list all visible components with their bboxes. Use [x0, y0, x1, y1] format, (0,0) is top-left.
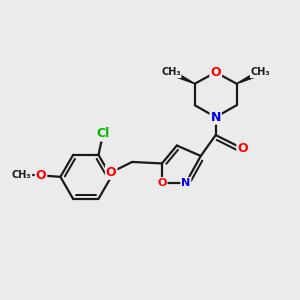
Text: CH₃: CH₃: [12, 170, 32, 180]
Text: CH₃: CH₃: [251, 68, 270, 77]
Text: O: O: [157, 178, 167, 188]
Polygon shape: [237, 70, 262, 84]
Text: Cl: Cl: [96, 128, 110, 140]
Text: N: N: [211, 111, 221, 124]
Text: O: O: [36, 169, 46, 182]
Text: O: O: [210, 66, 221, 79]
Text: O: O: [106, 166, 116, 179]
Polygon shape: [170, 70, 195, 84]
Text: CH₃: CH₃: [161, 68, 181, 77]
Text: O: O: [237, 142, 248, 155]
Text: N: N: [181, 178, 190, 188]
